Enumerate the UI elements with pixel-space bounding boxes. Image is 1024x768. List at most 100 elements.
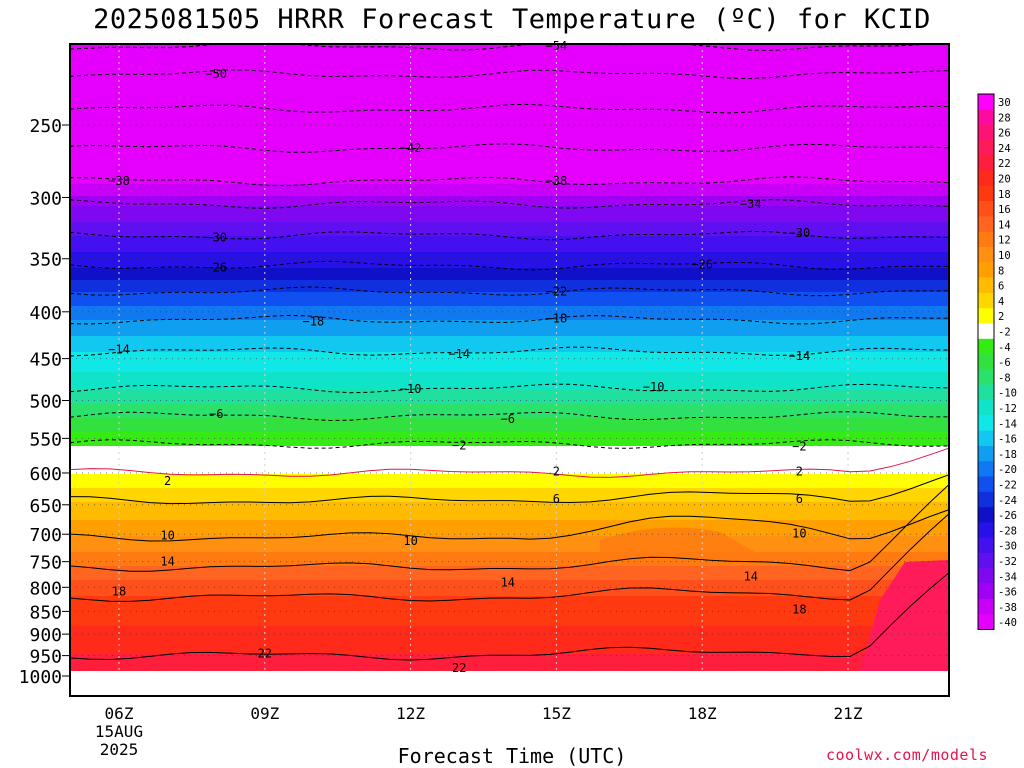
y-tick-label: 950 xyxy=(29,647,62,668)
temp-band xyxy=(70,302,949,305)
temp-band xyxy=(70,572,949,575)
temp-band xyxy=(70,50,949,53)
temp-band xyxy=(70,486,949,489)
colorbar-swatch xyxy=(978,491,994,508)
temp-band xyxy=(70,276,949,279)
colorbar-swatch xyxy=(978,384,994,401)
temp-band xyxy=(70,328,949,331)
temp-band xyxy=(70,658,949,661)
temp-band xyxy=(70,206,949,209)
temp-band xyxy=(70,228,949,231)
temp-band xyxy=(70,588,949,591)
colorbar-label: -34 xyxy=(998,571,1017,583)
colorbar-swatch xyxy=(978,553,994,569)
colorbar-label: -30 xyxy=(998,541,1017,553)
temp-band xyxy=(70,304,949,307)
temp-band xyxy=(70,666,949,669)
temp-band xyxy=(70,164,949,167)
isotherm-label: 6 xyxy=(796,492,803,506)
temp-band xyxy=(70,74,949,77)
temp-band xyxy=(70,644,949,647)
y-tick-label: 550 xyxy=(29,429,62,450)
temp-band xyxy=(70,134,949,137)
temp-band xyxy=(70,636,949,639)
colorbar-label: 2 xyxy=(998,311,1004,323)
temp-band xyxy=(70,536,949,539)
temp-band xyxy=(70,214,949,217)
temp-band xyxy=(70,518,949,521)
colorbar-label: -8 xyxy=(998,372,1011,384)
temp-band xyxy=(70,80,949,83)
temp-band xyxy=(70,288,949,291)
grid-lines xyxy=(70,44,949,670)
temp-band xyxy=(70,312,949,315)
x-tick-label: 21Z xyxy=(834,704,863,723)
temp-band xyxy=(70,242,949,245)
colorbar-label: 28 xyxy=(998,112,1011,124)
temp-band xyxy=(70,456,949,459)
temp-band xyxy=(70,254,949,257)
temp-band xyxy=(70,232,949,235)
colorbar-label: 8 xyxy=(998,265,1004,277)
temp-band xyxy=(70,324,949,327)
temp-band xyxy=(70,220,949,223)
colorbar-swatch xyxy=(978,277,994,294)
isotherm-label: −6 xyxy=(209,407,223,421)
temp-band xyxy=(70,496,949,499)
colorbar-label: -20 xyxy=(998,464,1017,476)
isotherm-label: −10 xyxy=(400,382,422,396)
temp-band xyxy=(70,294,949,297)
temp-band xyxy=(70,416,949,419)
temp-band xyxy=(70,240,949,243)
colorbar-swatch xyxy=(978,292,994,309)
credit-link[interactable]: coolwx.com/models xyxy=(826,746,989,764)
y-tick-label: 600 xyxy=(29,464,62,485)
temp-band xyxy=(70,148,949,151)
temp-band xyxy=(70,260,949,263)
isotherm-label: −34 xyxy=(740,197,762,211)
temp-band xyxy=(70,114,949,117)
isotherm-line xyxy=(70,572,949,661)
temp-band xyxy=(70,402,949,405)
temp-band xyxy=(70,410,949,413)
temp-band xyxy=(70,296,949,299)
isotherm-label: 10 xyxy=(792,527,806,541)
temp-band xyxy=(70,424,949,427)
temp-band xyxy=(70,592,949,595)
temp-band xyxy=(70,470,949,473)
temp-band xyxy=(70,570,949,573)
temp-band xyxy=(70,540,949,543)
temp-band xyxy=(70,668,949,671)
temp-band xyxy=(70,476,949,479)
temp-band xyxy=(70,432,949,435)
temp-band xyxy=(70,136,949,139)
colorbar-label: 20 xyxy=(998,174,1011,186)
temp-band xyxy=(70,608,949,611)
x-tick-label: 18Z xyxy=(688,704,717,723)
temp-band xyxy=(70,664,949,667)
x-year-label: 2025 xyxy=(100,740,139,759)
y-tick-label: 500 xyxy=(29,392,62,413)
isotherm-line xyxy=(70,447,949,478)
temp-band xyxy=(70,160,949,163)
temp-band xyxy=(70,650,949,653)
temp-band xyxy=(70,610,949,613)
temp-band xyxy=(70,270,949,273)
temp-band xyxy=(70,200,949,203)
colorbar-label: -12 xyxy=(998,403,1017,415)
temp-band xyxy=(70,626,949,629)
x-tick-label: 12Z xyxy=(396,704,425,723)
colorbar-label: -4 xyxy=(998,342,1011,354)
temp-band xyxy=(70,292,949,295)
temp-band xyxy=(70,412,949,415)
temp-band xyxy=(70,406,949,409)
colorbar-label: 16 xyxy=(998,204,1011,216)
temp-band xyxy=(70,106,949,109)
temp-band xyxy=(70,316,949,319)
ground-fill xyxy=(70,671,949,696)
temp-band xyxy=(70,656,949,659)
temp-band xyxy=(70,400,949,403)
temp-band xyxy=(70,96,949,99)
temp-band xyxy=(70,428,949,431)
temp-band xyxy=(70,624,949,627)
